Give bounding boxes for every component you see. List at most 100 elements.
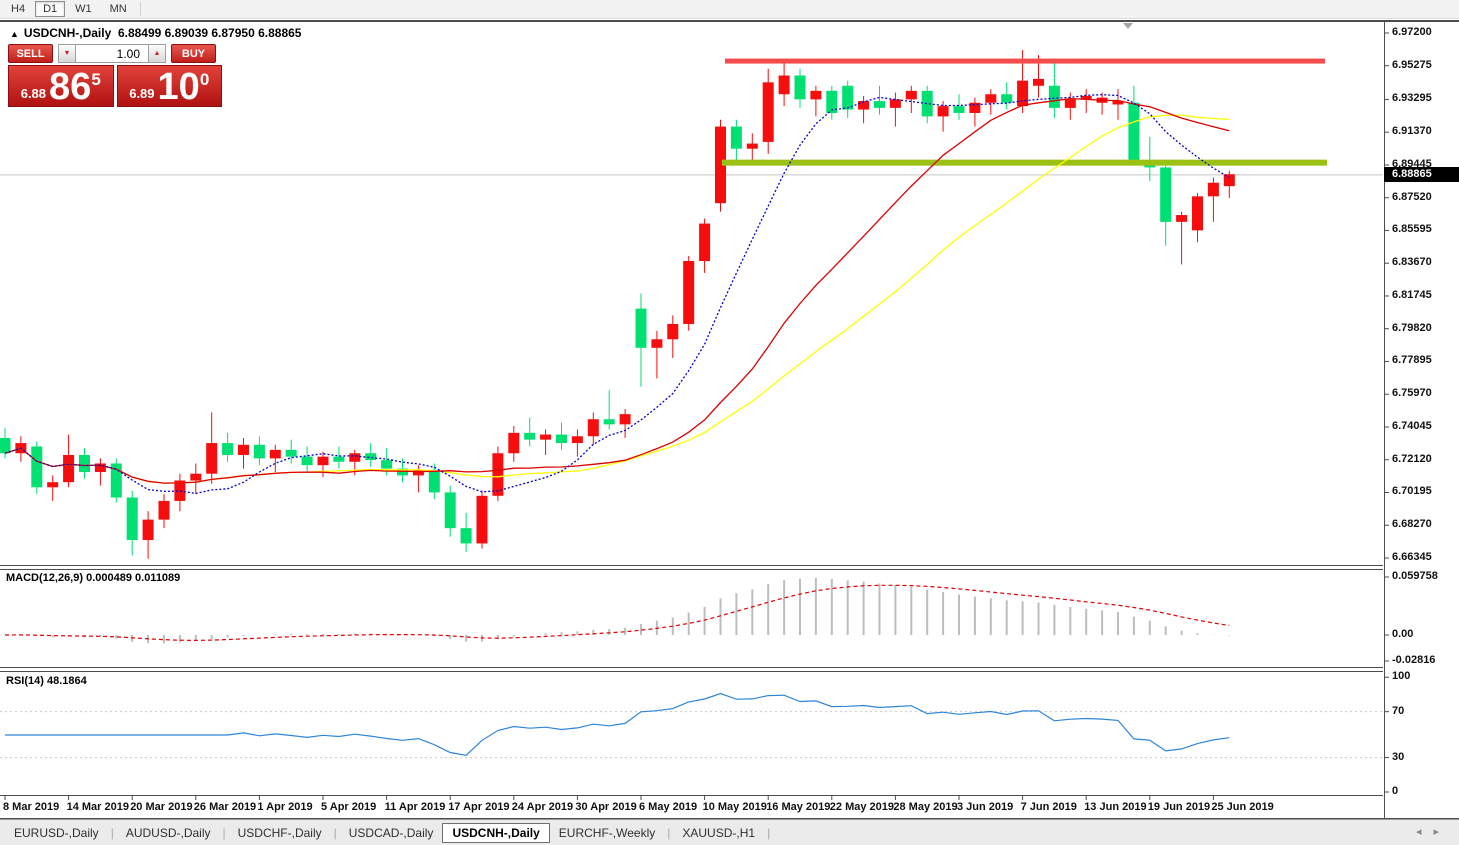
- candle-body: [937, 106, 949, 117]
- ma-fast-line: [4, 94, 1230, 495]
- price-axis-label: 6.95275: [1392, 58, 1432, 71]
- candle-body: [79, 454, 90, 472]
- candle-body: [635, 308, 647, 348]
- sell-price-box[interactable]: 6.88 86 5: [8, 65, 114, 107]
- time-axis[interactable]: 8 Mar 2019 14 Mar 2019 20 Mar 2019 26 Mar 2…: [0, 796, 1383, 818]
- volume-input[interactable]: [76, 44, 148, 63]
- candle-body: [317, 456, 329, 466]
- candle-body: [1160, 167, 1172, 222]
- buy-price-box[interactable]: 6.89 10 0: [116, 65, 222, 107]
- candle-body: [1112, 101, 1124, 105]
- time-axis-label: 17 Apr 2019: [448, 801, 510, 813]
- tab-separator: |: [667, 825, 671, 840]
- candle-body: [667, 323, 679, 340]
- tab-usdcnh-daily[interactable]: USDCNH-,Daily: [442, 822, 550, 843]
- rsi-indicator-label: RSI(14) 48.1864: [6, 675, 87, 687]
- price-axis-label: 6.93295: [1392, 92, 1432, 105]
- candle-body: [412, 470, 424, 476]
- candle-body: [1080, 95, 1092, 100]
- macd-axis-label: 0.00: [1392, 628, 1414, 640]
- macd-axis-label: 0.059758: [1392, 570, 1438, 582]
- candle-body: [126, 497, 138, 541]
- timeframe-button-mn[interactable]: MN: [109, 3, 127, 15]
- candle-body: [1001, 94, 1013, 103]
- candle-body: [222, 443, 234, 455]
- time-axis-label: 16 May 2019: [766, 801, 831, 813]
- candle-body: [1064, 99, 1076, 108]
- tab-audusd-daily[interactable]: AUDUSD-,Daily: [125, 825, 211, 840]
- timeframe-button-d1[interactable]: D1: [35, 1, 66, 17]
- time-axis-label: 22 May 2019: [829, 801, 895, 813]
- time-axis-label: 1 Apr 2019: [257, 801, 313, 813]
- price-axis-label: 6.79820: [1392, 321, 1432, 334]
- chart-plot-area[interactable]: [0, 0, 1459, 819]
- candle-body: [603, 419, 615, 425]
- candle-body: [921, 90, 933, 117]
- macd-signal-line: [4, 584, 1230, 642]
- candle-body: [858, 101, 870, 110]
- sell-button[interactable]: SELL: [8, 44, 53, 63]
- time-axis-label: 24 Apr 2019: [511, 801, 574, 813]
- tab-separator: |: [767, 825, 771, 840]
- tab-scroll-arrows[interactable]: ◂▸: [1415, 826, 1451, 838]
- support-line-object[interactable]: [722, 159, 1327, 166]
- tab-eurchf-weekly[interactable]: EURCHF-,Weekly: [558, 825, 656, 840]
- time-axis-label: 14 Mar 2019: [66, 801, 129, 813]
- timeframe-toolbar: H4 D1 W1 MN: [0, 0, 1459, 19]
- candle-body: [1176, 215, 1188, 222]
- candle-body: [778, 75, 790, 95]
- resistance-line-object[interactable]: [725, 58, 1325, 64]
- candle-body: [730, 126, 742, 149]
- candle-body: [715, 126, 726, 204]
- rsi-axis-label: 0: [1392, 785, 1399, 797]
- tab-separator: |: [110, 825, 114, 840]
- candle-body: [1048, 85, 1060, 108]
- candle-body: [619, 414, 631, 425]
- candle-body: [874, 101, 885, 108]
- tab-usdchf-daily[interactable]: USDCHF-,Daily: [237, 825, 322, 840]
- tab-eurusd-daily[interactable]: EURUSD-,Daily: [14, 825, 99, 840]
- candle-body: [0, 437, 11, 454]
- chart-tab-bar: EURUSD-,Daily | AUDUSD-,Daily | USDCHF-,Dail…: [0, 819, 1459, 845]
- sell-price-point: 5: [91, 70, 101, 89]
- candle-body: [253, 444, 265, 459]
- price-axis-label: 6.70195: [1392, 485, 1432, 498]
- candle-body: [1192, 196, 1203, 231]
- price-axis-label: 6.89445: [1392, 157, 1432, 170]
- symbol-name: USDCNH-,Daily: [23, 26, 112, 40]
- candle-body: [842, 85, 854, 110]
- time-axis-label: 3 Jun 2019: [957, 801, 1014, 813]
- candle-body: [301, 456, 313, 466]
- candle-body: [524, 432, 536, 440]
- macd-histogram: [19, 578, 1231, 644]
- ohlc-collapse-arrow[interactable]: ▲: [10, 29, 19, 39]
- buy-button[interactable]: BUY: [171, 44, 216, 63]
- tab-xauusd-h1[interactable]: XAUUSD-,H1: [682, 825, 756, 840]
- price-axis-label: 6.75970: [1392, 387, 1432, 400]
- chart-window-top-border: [0, 20, 1459, 22]
- volume-increase-button[interactable]: ▲: [148, 44, 166, 63]
- chart-shift-marker[interactable]: [1123, 23, 1133, 29]
- candle-body: [826, 90, 838, 113]
- price-axis-label: 6.83670: [1392, 256, 1432, 269]
- candles-layer: [0, 50, 1235, 559]
- candle-body: [365, 453, 377, 461]
- candle-body: [476, 495, 488, 544]
- time-axis-label: 6 May 2019: [639, 801, 698, 813]
- candle-body: [1207, 182, 1219, 197]
- timeframe-button-w1[interactable]: W1: [75, 3, 92, 15]
- volume-decrease-button[interactable]: ▼: [58, 44, 76, 63]
- candle-body: [746, 143, 758, 149]
- timeframe-button-h4[interactable]: H4: [11, 3, 26, 15]
- tab-usdcad-daily[interactable]: USDCAD-,Daily: [348, 825, 434, 840]
- symbol-info: ▲ USDCNH-,Daily 6.88499 6.89039 6.87950 6…: [10, 26, 301, 40]
- price-axis-label: 6.87520: [1392, 190, 1432, 203]
- candle-body: [699, 223, 711, 262]
- price-axis-label: 6.81745: [1392, 288, 1432, 301]
- candle-body: [31, 446, 43, 488]
- candle-body: [492, 453, 504, 496]
- price-axis-label: 6.72120: [1392, 452, 1432, 465]
- time-axis-label: 28 May 2019: [893, 801, 958, 813]
- one-click-trading-panel: SELL ▼ ▲ BUY 6.88 86 5 6.89 10 0: [8, 44, 222, 107]
